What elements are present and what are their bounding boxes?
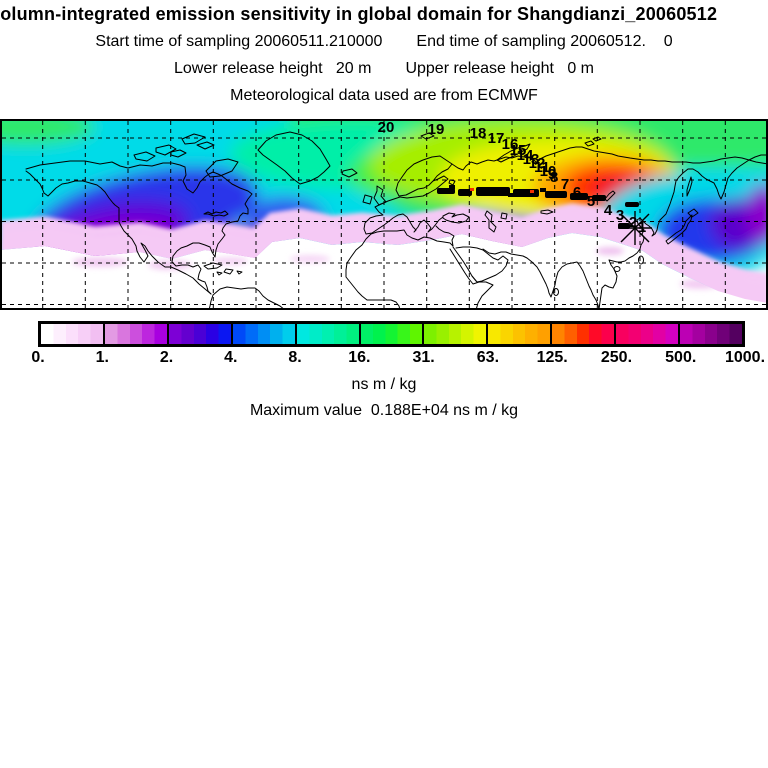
page-title: Column-integrated emission sensitivity i… [0, 4, 718, 24]
trajectory-scribbles [437, 185, 639, 229]
sampling-times-line: Start time of sampling 20060511.210000 En… [0, 33, 768, 51]
colorbar-tick: 0. [31, 349, 45, 366]
trajectory-hour-label: 10 [540, 163, 557, 180]
colorbar-tick: 4. [224, 349, 238, 366]
colorbar-tick: 500. [665, 349, 697, 366]
colorbar-tick: 16. [348, 349, 371, 366]
colorbar-segment [550, 324, 615, 344]
start-time-text: Start time of sampling 20060511.210000 [95, 33, 383, 50]
trajectory-hour-label: 14 [517, 147, 534, 164]
colorbar-segment [486, 324, 551, 344]
colorbar-segment [102, 324, 167, 344]
trajectory-hour-label: 19 [428, 121, 445, 138]
trajectory-hour-label: 6 [573, 184, 581, 201]
colorbar-tick: 250. [600, 349, 633, 366]
source-marker [618, 211, 652, 245]
colorbar-segment [294, 324, 359, 344]
graticule-gridlines [2, 121, 766, 308]
colorbar-tick: 63. [476, 349, 500, 366]
trajectory-hour-label: 3 [616, 207, 624, 224]
trajectory-hour-label: 17 [488, 130, 505, 147]
colorbar-tick: 8. [288, 349, 302, 366]
trajectory-hour-label: 11 [534, 159, 550, 176]
colorbar-segment [166, 324, 231, 344]
colorbar [38, 321, 745, 347]
trajectory-hour-label: 18 [470, 125, 487, 142]
coastlines [25, 131, 768, 311]
trajectory-hour-label: 2 [629, 214, 637, 231]
release-heights-line: Lower release height 20 m Upper release h… [0, 60, 768, 78]
trajectory-hour-label: 5 [587, 193, 595, 210]
colorbar-segment [422, 324, 487, 344]
red-specks [470, 188, 534, 193]
trajectory-hour-label: 16 [502, 136, 519, 153]
colorbar-segment [678, 324, 742, 344]
colorbar-segment [41, 324, 103, 344]
trajectory-hour-label: 15 [510, 142, 527, 159]
upper-release-text: Upper release height 0 m [405, 60, 594, 77]
trajectory-hour-label: 7 [561, 176, 569, 193]
end-time-text: End time of sampling 20060512. 0 [416, 33, 673, 50]
colorbar-tick: 1. [95, 349, 109, 366]
colorbar-tick: 2. [159, 349, 174, 366]
trajectory-hour-label: 20 [378, 119, 395, 136]
sensitivity-map: 2019181716151413121110987654321 [0, 99, 768, 311]
colorbar-segment [358, 324, 423, 344]
trajectory-hour-label: 13 [523, 151, 540, 168]
colorbar-tick: 31. [412, 349, 435, 366]
colorbar-segment [614, 324, 679, 344]
colorbar-tick: 125. [536, 349, 568, 366]
colorbar-tick: 1000. [724, 349, 766, 366]
trajectory-hour-label: 4 [604, 202, 613, 219]
meteo-source-line: Meteorological data used are from ECMWF [230, 87, 538, 104]
trajectory-hour-label: 8 [550, 169, 558, 186]
colorbar-segment [230, 324, 295, 344]
units-label: ns m / kg [351, 376, 417, 393]
max-value-label: Maximum value 0.188E+04 ns m / kg [249, 402, 519, 419]
trajectory-hour-label: 9 [548, 166, 556, 183]
trajectory-hour-label: 12 [529, 155, 546, 172]
lower-release-text: Lower release height 20 m [174, 60, 372, 77]
map-svg: 2019181716151413121110987654321 [0, 99, 768, 311]
map-border [0, 119, 768, 310]
